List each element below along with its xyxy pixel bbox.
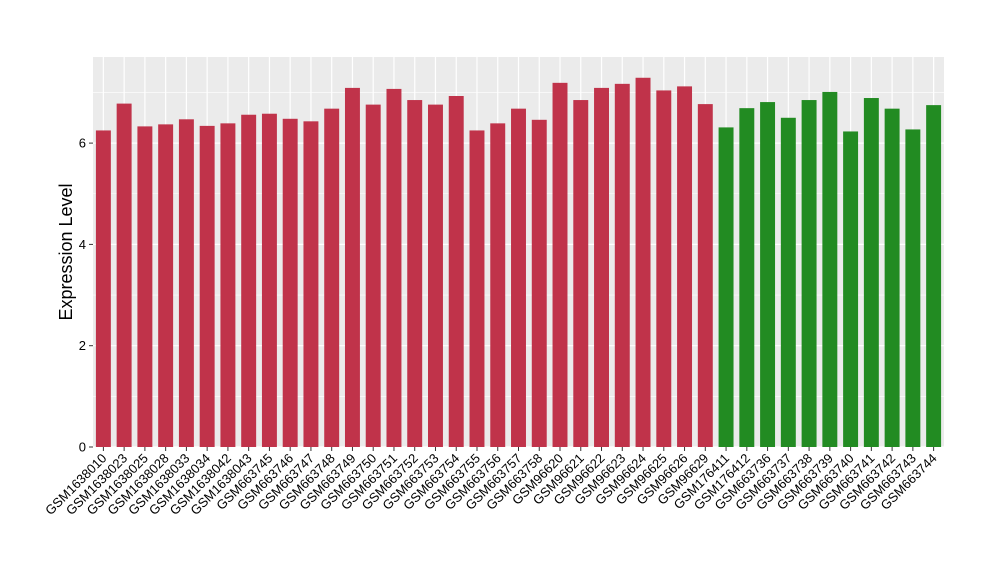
y-tick-label: 4	[79, 237, 86, 252]
bar-GSM663751	[386, 88, 402, 447]
bar-GSM663738	[801, 100, 817, 448]
bar-GSM663757	[511, 108, 526, 447]
bar-GSM663753	[428, 104, 443, 448]
bar-GSM176411	[718, 127, 734, 448]
bar-GSM1638034	[199, 125, 215, 447]
bar-GSM96621	[573, 100, 589, 448]
y-tick-label: 0	[79, 440, 86, 455]
bar-GSM663743	[905, 129, 921, 447]
bar-GSM663748	[324, 108, 340, 447]
y-axis-title: Expression Level	[56, 183, 76, 320]
bars	[95, 77, 942, 448]
bar-GSM96626	[677, 86, 693, 448]
bar-GSM663742	[884, 108, 900, 447]
bar-GSM663749	[344, 87, 360, 447]
bar-GSM96623	[614, 83, 630, 448]
bar-GSM176412	[739, 108, 755, 447]
bar-GSM96620	[552, 82, 568, 447]
bar-GSM663740	[843, 131, 859, 448]
bar-GSM663746	[282, 118, 298, 447]
bar-GSM1638028	[158, 124, 174, 447]
bar-GSM96622	[594, 87, 609, 447]
bar-GSM1638033	[178, 119, 194, 447]
bar-GSM663745	[261, 113, 277, 448]
y-tick-label: 2	[79, 338, 86, 353]
bar-GSM663741	[863, 98, 879, 447]
bar-GSM663755	[469, 130, 485, 447]
bar-GSM1638042	[220, 123, 236, 447]
bar-GSM1638023	[116, 103, 132, 447]
bar-GSM663736	[760, 102, 776, 448]
y-axis: 0 2 4 6	[79, 136, 93, 455]
bar-GSM663752	[407, 100, 423, 448]
bar-GSM663744	[926, 105, 942, 447]
bar-GSM663750	[365, 104, 381, 448]
bar-GSM96624	[635, 77, 651, 447]
bar-GSM96625	[656, 90, 672, 447]
bar-GSM1638010	[95, 130, 111, 447]
bar-GSM96629	[697, 104, 713, 448]
y-tick-label: 6	[79, 136, 86, 151]
bar-GSM663754	[448, 96, 464, 447]
bar-GSM663756	[490, 123, 506, 447]
bar-GSM663758	[531, 119, 547, 448]
x-axis: GSM1638010GSM1638023GSM1638025GSM1638028…	[42, 447, 940, 518]
bar-GSM663747	[303, 121, 319, 447]
bar-GSM663737	[780, 117, 796, 447]
bar-GSM1638043	[241, 114, 257, 447]
bar-GSM663739	[822, 91, 838, 447]
bar-GSM1638025	[137, 126, 153, 447]
